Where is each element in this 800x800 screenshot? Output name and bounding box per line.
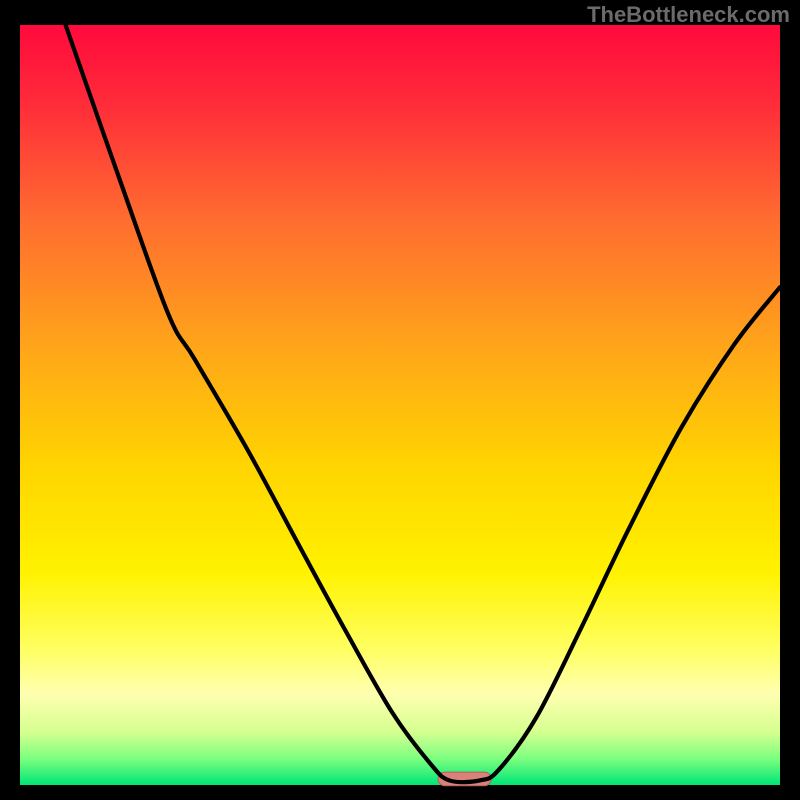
watermark-text: TheBottleneck.com — [587, 2, 790, 28]
bottleneck-chart — [0, 0, 800, 800]
chart-canvas: TheBottleneck.com — [0, 0, 800, 800]
chart-gradient-bg — [20, 25, 780, 785]
